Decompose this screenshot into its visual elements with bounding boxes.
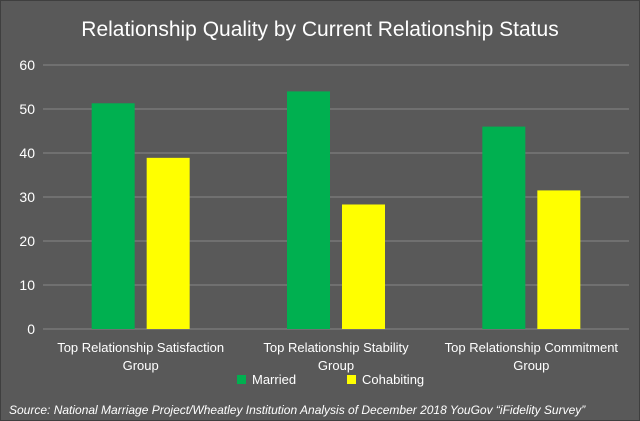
bar-cohabiting-2 [342,204,385,329]
bar-married-3 [482,126,526,329]
y-tick-label: 10 [19,277,35,293]
y-tick-label: 50 [19,101,35,117]
chart-title: Relationship Quality by Current Relation… [81,18,559,41]
legend-swatch-cohabiting [347,375,356,384]
legend-swatch-married [237,375,246,384]
y-tick-label: 20 [19,233,35,249]
bar-married-2 [287,91,330,330]
x-category-label: Top Relationship Commitment Group [445,340,619,373]
x-category-label: Top Relationship Stability Group [263,340,409,373]
y-tick-label: 40 [19,145,35,161]
legend-item-cohabiting: Cohabiting [347,372,424,387]
y-tick-label: 0 [27,321,35,337]
legend-label-married: Married [252,372,297,387]
legend-item-married: Married [237,372,296,387]
bar-cohabiting-3 [537,190,581,329]
bar-cohabiting-1 [146,157,190,329]
legend-label-cohabiting: Cohabiting [362,372,425,387]
bar-married-1 [91,103,135,329]
source-note: Source: National Marriage Project/Wheatl… [9,403,586,417]
x-category-label: Top Relationship Satisfaction Group [57,340,224,373]
y-tick-label: 60 [19,57,35,73]
y-tick-label: 30 [19,189,35,205]
